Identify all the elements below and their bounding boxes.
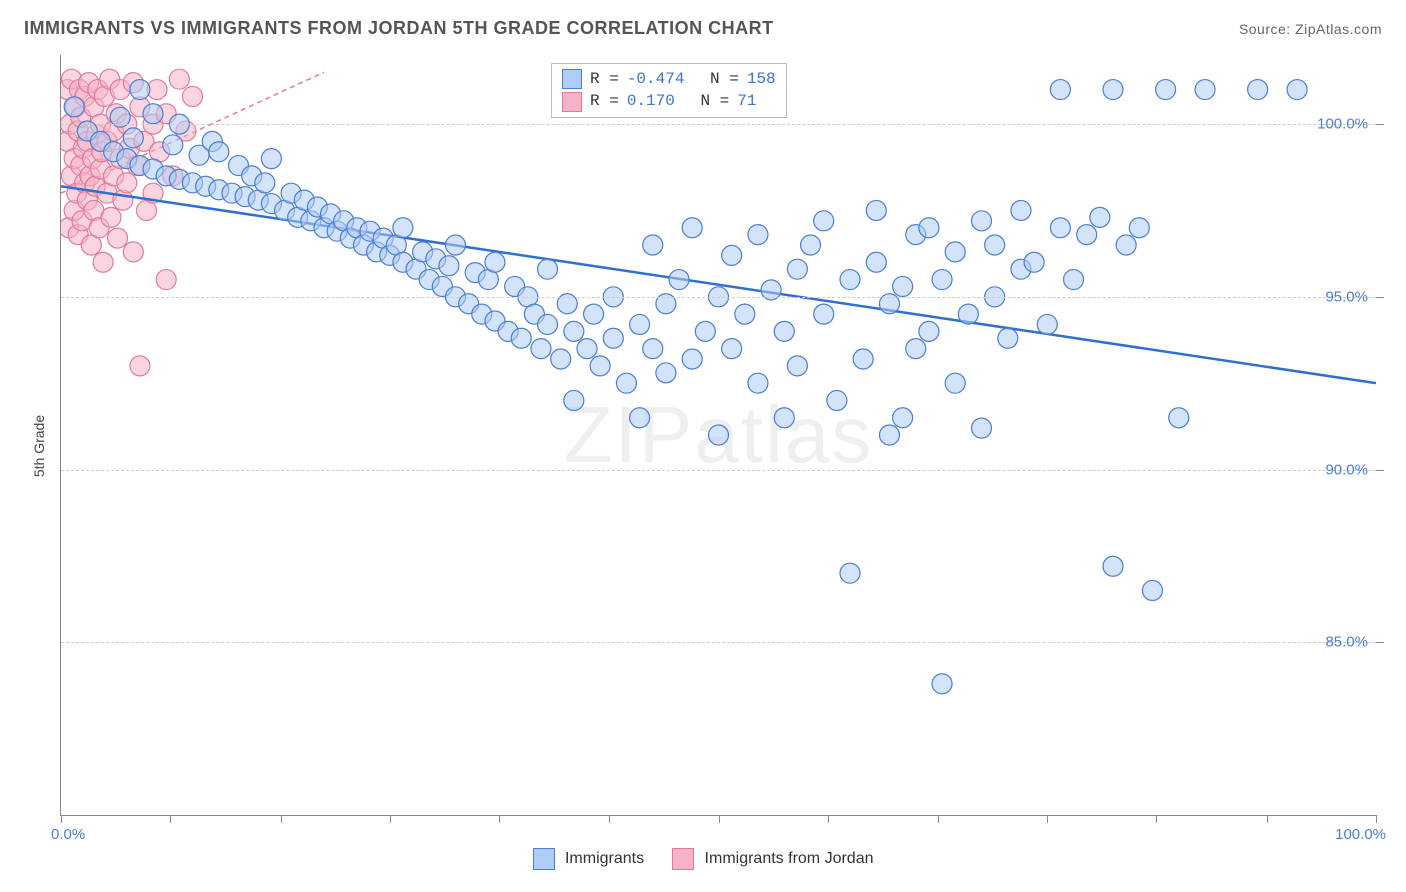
legend-swatch-blue <box>533 848 555 870</box>
x-tick-mark <box>938 815 939 823</box>
legend-label-1: Immigrants from Jordan <box>705 850 874 867</box>
x-tick-mark <box>281 815 282 823</box>
n-label-1: N = <box>700 90 729 112</box>
x-tick-mark <box>61 815 62 823</box>
x-tick-mark <box>499 815 500 823</box>
legend-item-1: Immigrants from Jordan <box>672 848 873 870</box>
n-label-0: N = <box>710 68 739 90</box>
x-tick-mark <box>719 815 720 823</box>
x-tick-mark <box>1156 815 1157 823</box>
r-label-1: R = <box>590 90 619 112</box>
gridline-h <box>61 642 1376 643</box>
gridline-h <box>61 124 1376 125</box>
y-tick-label: 85.0% <box>1325 634 1368 651</box>
y-tick-mark <box>1376 297 1384 298</box>
y-tick-label: 90.0% <box>1325 461 1368 478</box>
y-tick-mark <box>1376 642 1384 643</box>
swatch-blue <box>562 69 582 89</box>
legend-label-0: Immigrants <box>565 850 644 867</box>
r-label-0: R = <box>590 68 619 90</box>
source-label: Source: ZipAtlas.com <box>1239 21 1382 37</box>
title-bar: IMMIGRANTS VS IMMIGRANTS FROM JORDAN 5TH… <box>24 18 1382 39</box>
x-tick-mark <box>1267 815 1268 823</box>
gridline-h <box>61 297 1376 298</box>
x-tick-mark <box>170 815 171 823</box>
y-axis-label: 5th Grade <box>31 415 47 477</box>
scatter-svg <box>61 55 1376 815</box>
legend-swatch-pink <box>672 848 694 870</box>
x-tick-mark <box>609 815 610 823</box>
x-tick-mark <box>390 815 391 823</box>
y-tick-mark <box>1376 470 1384 471</box>
x-tick-right: 100.0% <box>1335 826 1386 843</box>
r-val-1: 0.170 <box>627 90 675 112</box>
stats-box: R = -0.474 N = 158 R = 0.170 N = 71 <box>551 63 787 118</box>
r-val-0: -0.474 <box>627 68 685 90</box>
bottom-legend: Immigrants Immigrants from Jordan <box>0 848 1406 870</box>
x-tick-mark <box>828 815 829 823</box>
n-val-1: 71 <box>737 90 756 112</box>
y-tick-mark <box>1376 124 1384 125</box>
y-tick-label: 95.0% <box>1325 288 1368 305</box>
x-tick-left: 0.0% <box>51 826 85 843</box>
gridline-h <box>61 470 1376 471</box>
chart-title: IMMIGRANTS VS IMMIGRANTS FROM JORDAN 5TH… <box>24 18 774 39</box>
x-tick-mark <box>1047 815 1048 823</box>
legend-item-0: Immigrants <box>533 848 645 870</box>
stats-row-0: R = -0.474 N = 158 <box>562 68 776 90</box>
x-tick-mark <box>1376 815 1377 823</box>
plot-area: ZIPatlas 0.0% 100.0% R = -0.474 N = 158 … <box>60 55 1376 816</box>
stats-row-1: R = 0.170 N = 71 <box>562 90 776 112</box>
n-val-0: 158 <box>747 68 776 90</box>
swatch-pink <box>562 92 582 112</box>
y-tick-label: 100.0% <box>1317 116 1368 133</box>
